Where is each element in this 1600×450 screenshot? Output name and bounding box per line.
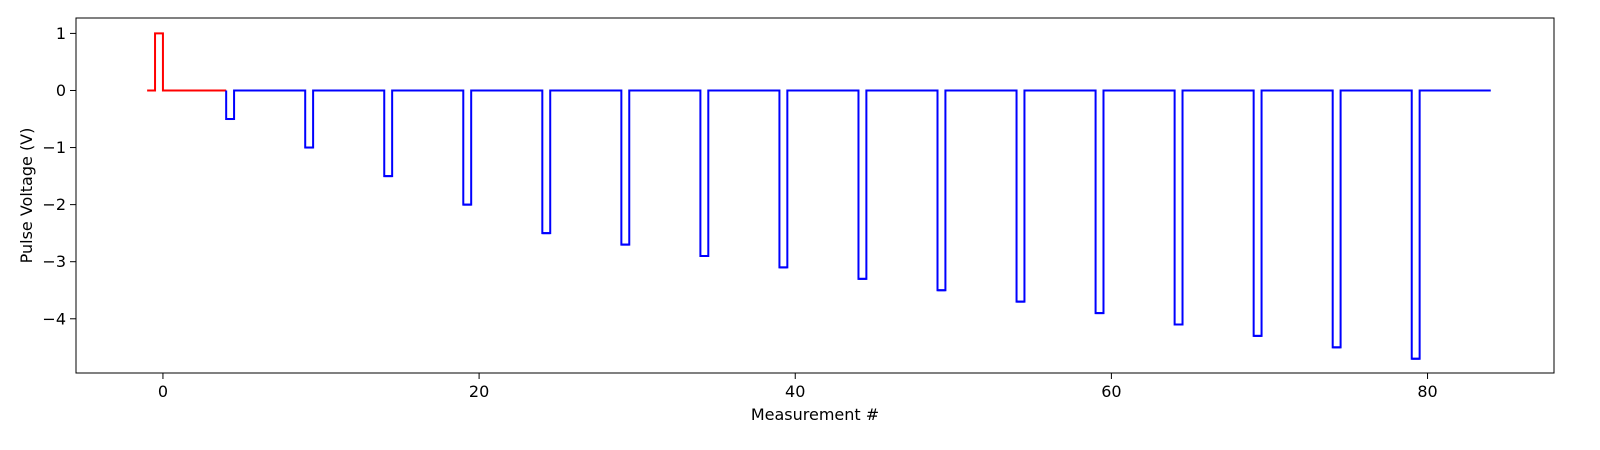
plot-area [76, 18, 1554, 373]
y-tick-label: −2 [42, 195, 66, 214]
plot-frame [75, 17, 1555, 374]
y-tick-label: −4 [42, 309, 66, 328]
x-tick-label: 40 [785, 382, 805, 401]
y-tick-label: −3 [42, 252, 66, 271]
y-tick-label: −1 [42, 138, 66, 157]
y-tick-label: 1 [56, 24, 66, 43]
x-tick-label: 60 [1101, 382, 1121, 401]
y-tick-label: 0 [56, 81, 66, 100]
x-tick-label: 20 [469, 382, 489, 401]
x-tick-label: 80 [1417, 382, 1437, 401]
x-axis-label: Measurement # [751, 405, 879, 424]
y-axis-label: Pulse Voltage (V) [17, 128, 36, 264]
series-layer [147, 32, 1491, 360]
x-axis-ticks: 0 20 40 60 80 [158, 373, 1438, 401]
y-axis-ticks: 1 0 −1 −2 −3 −4 [42, 24, 76, 328]
x-tick-label: 0 [158, 382, 168, 401]
series-red-line [147, 32, 227, 92]
